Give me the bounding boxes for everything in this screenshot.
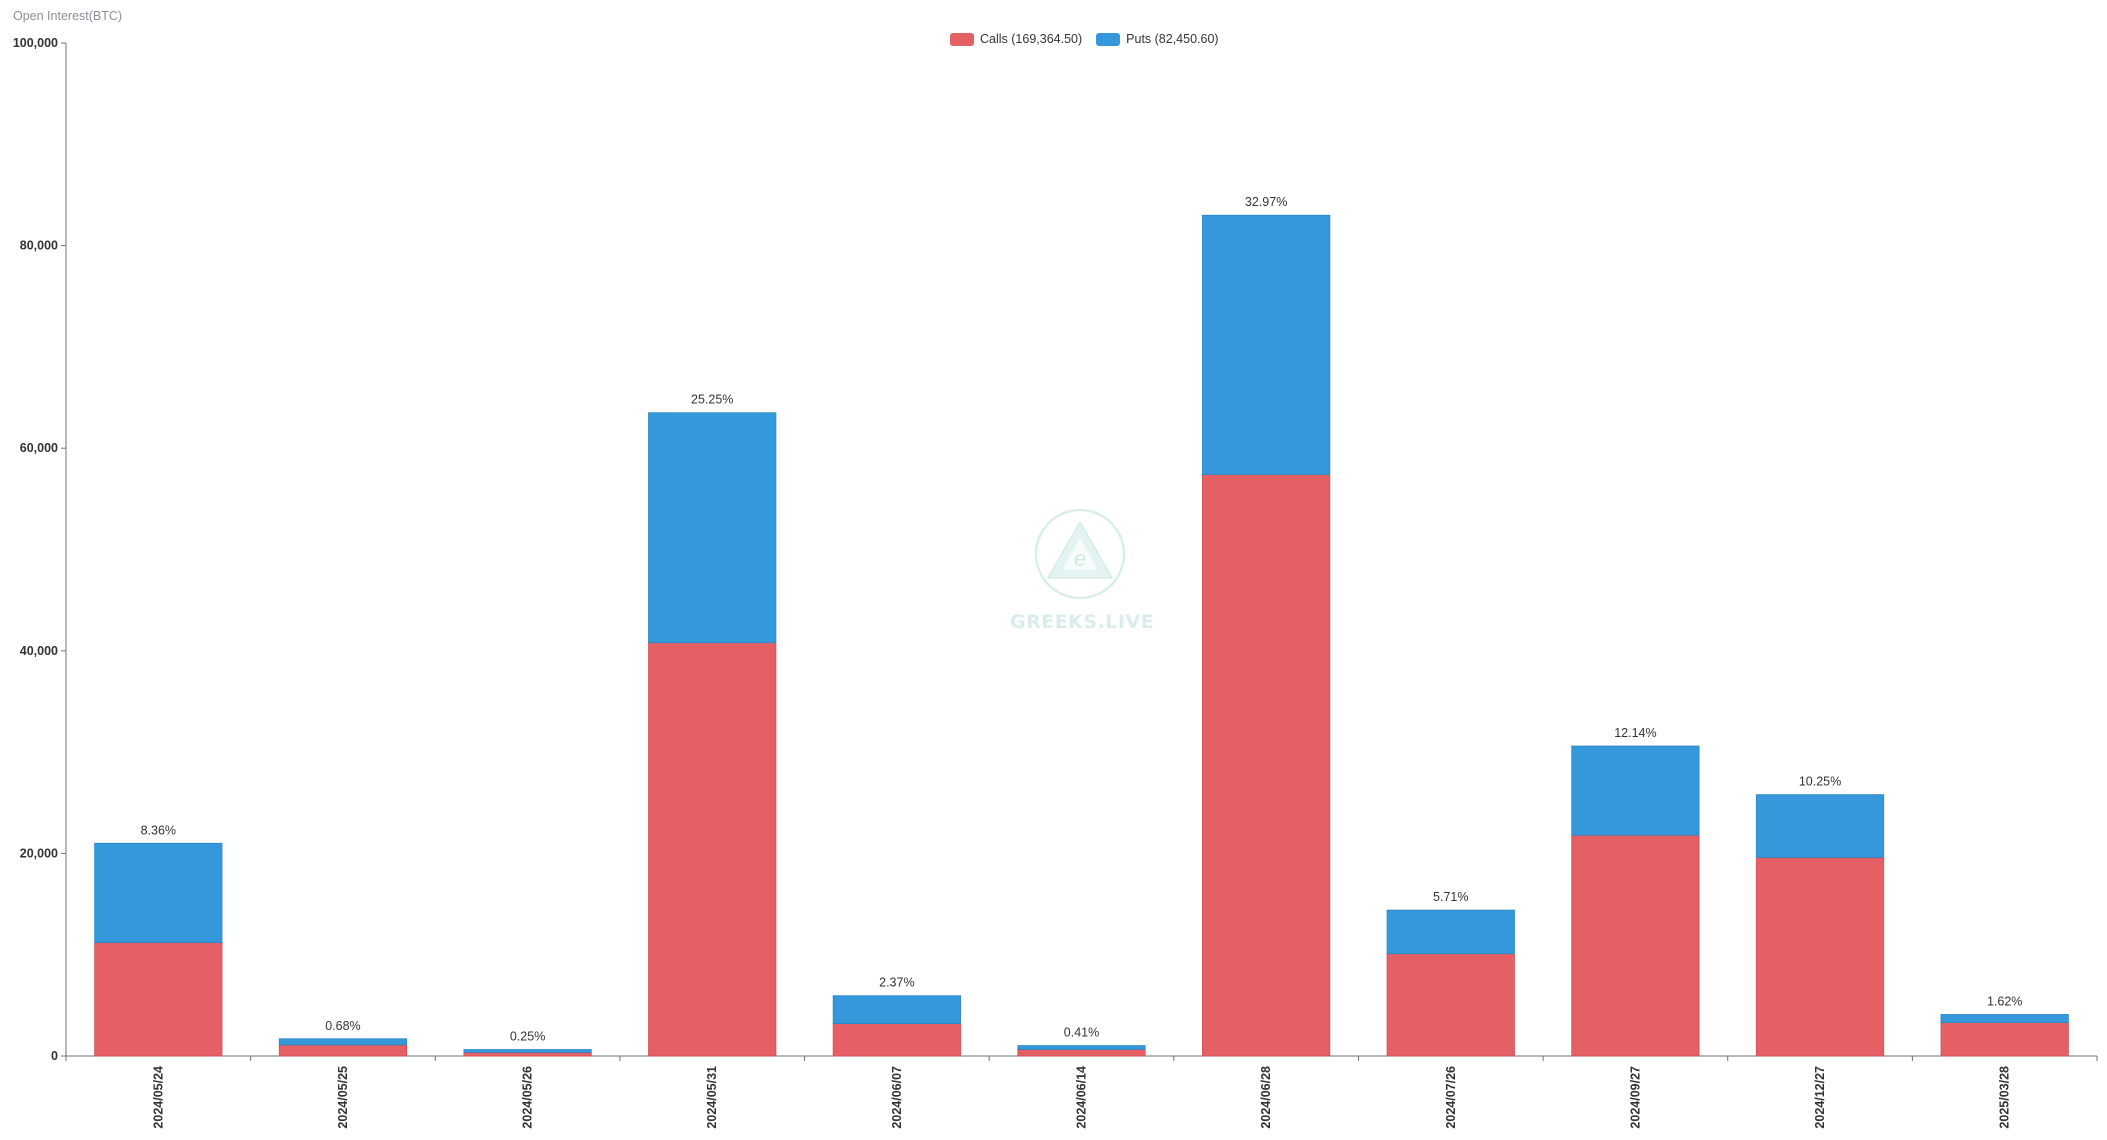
x-tick-label: 2024/07/26	[1444, 1066, 1458, 1129]
calls-bar-2024-06-28	[1202, 474, 1331, 1057]
data-label-2024-07-26: 5.71%	[1433, 890, 1468, 904]
y-tick-label: 40,000	[20, 644, 58, 658]
calls-bar-2024-12-27	[1755, 857, 1885, 1057]
x-tick-label: 2024/05/26	[521, 1066, 535, 1129]
data-label-2025-03-28: 1.62%	[1987, 994, 2022, 1008]
legend: Calls (169,364.50) Puts (82,450.60)	[950, 32, 1219, 46]
y-tick-label: 60,000	[20, 441, 58, 455]
legend-label-calls: Calls (169,364.50)	[980, 32, 1083, 46]
x-tick-label: 2024/06/14	[1075, 1066, 1089, 1129]
x-tick-label: 2024/05/25	[336, 1066, 350, 1129]
puts-swatch-icon	[1096, 32, 1121, 46]
data-label-2024-05-25: 0.68%	[325, 1019, 360, 1033]
puts-bar-2024-06-28	[1202, 214, 1331, 475]
x-tick-label: 2024/06/28	[1259, 1066, 1273, 1129]
y-tick-label: 20,000	[20, 846, 58, 860]
calls-bar-2024-05-31	[648, 642, 777, 1057]
calls-bar-2024-05-25	[278, 1044, 408, 1057]
data-label-2024-05-26: 0.25%	[510, 1030, 545, 1044]
calls-bar-2024-05-24	[94, 942, 223, 1057]
calls-bar-2024-06-14	[1017, 1049, 1146, 1057]
puts-bar-2024-09-27	[1571, 745, 1700, 836]
data-label-2024-06-28: 32.97%	[1245, 195, 1287, 209]
legend-item-calls[interactable]: Calls (169,364.50)	[950, 32, 1082, 46]
greeks-live-logo-icon: e	[1034, 508, 1126, 600]
puts-bar-2024-05-24	[94, 842, 223, 943]
data-label-2024-12-27: 10.25%	[1799, 775, 1841, 789]
legend-item-puts[interactable]: Puts (82,450.60)	[1096, 32, 1219, 46]
y-tick-label: 0	[51, 1049, 58, 1063]
puts-bar-2024-05-31	[648, 412, 777, 644]
puts-bar-2024-05-25	[278, 1038, 408, 1046]
calls-bar-2024-06-07	[832, 1023, 961, 1057]
calls-bar-2024-07-26	[1386, 953, 1515, 1057]
x-tick-label: 2024/05/24	[151, 1066, 165, 1129]
calls-bar-2024-05-26	[463, 1052, 592, 1057]
x-tick-label: 2024/09/27	[1628, 1066, 1642, 1129]
data-label-2024-05-31: 25.25%	[691, 393, 733, 407]
calls-bar-2024-09-27	[1571, 834, 1700, 1057]
x-tick-label: 2024/12/27	[1813, 1066, 1827, 1129]
calls-swatch-icon	[950, 32, 974, 46]
x-tick-label: 2025/03/28	[1998, 1066, 2012, 1129]
data-label-2024-09-27: 12.14%	[1614, 726, 1656, 740]
watermark: e GREEKS.LIVE	[1010, 508, 1155, 633]
puts-bar-2024-12-27	[1755, 794, 1885, 858]
legend-label-puts: Puts (82,450.60)	[1126, 32, 1219, 46]
y-tick-label: 100,000	[13, 36, 58, 50]
y-tick-label: 80,000	[20, 239, 58, 253]
puts-bar-2024-06-14	[1017, 1045, 1146, 1050]
y-axis-title: Open Interest(BTC)	[13, 9, 123, 23]
puts-bar-2024-05-26	[463, 1049, 592, 1053]
x-tick-label: 2024/06/07	[890, 1066, 904, 1129]
puts-bar-2025-03-28	[1940, 1014, 2069, 1023]
calls-bar-2025-03-28	[1940, 1022, 2069, 1057]
watermark-text: GREEKS.LIVE	[1010, 611, 1155, 633]
x-tick-label: 2024/05/31	[705, 1066, 719, 1129]
puts-bar-2024-07-26	[1386, 909, 1515, 955]
svg-text:e: e	[1074, 546, 1086, 571]
data-label-2024-06-14: 0.41%	[1064, 1026, 1099, 1040]
data-label-2024-05-24: 8.36%	[141, 823, 176, 837]
puts-bar-2024-06-07	[832, 995, 961, 1024]
data-label-2024-06-07: 2.37%	[879, 976, 914, 990]
